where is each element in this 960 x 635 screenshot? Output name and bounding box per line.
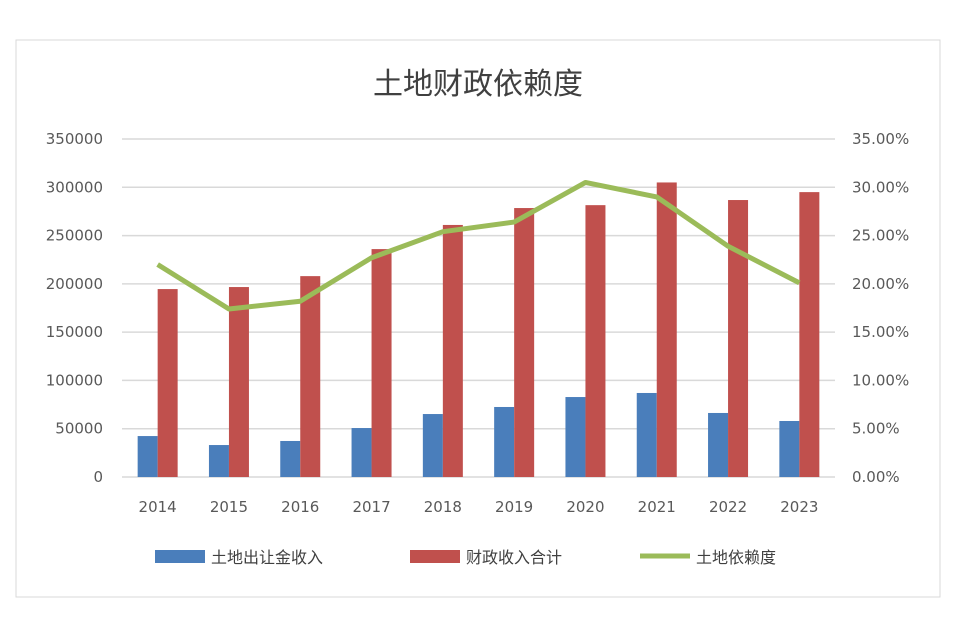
- x-tick-label: 2020: [566, 498, 604, 516]
- y2-tick-label: 15.00%: [852, 323, 909, 341]
- legend-label: 土地依赖度: [696, 548, 776, 567]
- y-tick-label: 0: [93, 468, 103, 486]
- bar-land-2017: [351, 428, 372, 477]
- legend-swatch: [155, 550, 205, 563]
- bar-fiscal-2015: [228, 287, 249, 477]
- bar-land-2021: [636, 392, 657, 477]
- x-tick-label: 2016: [281, 498, 319, 516]
- y-tick-label: 300000: [46, 178, 103, 196]
- y2-tick-label: 35.00%: [852, 130, 909, 148]
- y2-tick-label: 10.00%: [852, 371, 909, 389]
- legend-item: 土地出让金收入: [155, 548, 323, 567]
- x-tick-label: 2014: [139, 498, 177, 516]
- y2-tick-label: 20.00%: [852, 275, 909, 293]
- bar-fiscal-2021: [656, 182, 677, 477]
- y2-tick-label: 0.00%: [852, 468, 900, 486]
- x-tick-label: 2021: [638, 498, 676, 516]
- y2-tick-label: 25.00%: [852, 227, 909, 245]
- chart-title: 土地财政依赖度: [373, 67, 583, 102]
- line-dependency: [156, 179, 801, 312]
- bar-fiscal-2019: [514, 208, 535, 477]
- bar-land-2020: [565, 397, 586, 477]
- x-tick-label: 2015: [210, 498, 248, 516]
- bar-fiscal-2023: [799, 192, 820, 477]
- x-tick-label: 2019: [495, 498, 533, 516]
- x-tick-label: 2018: [424, 498, 462, 516]
- legend-item: 财政收入合计: [410, 548, 562, 567]
- bar-fiscal-2017: [371, 249, 392, 477]
- bar-land-2018: [422, 414, 443, 477]
- y-tick-label: 50000: [55, 420, 103, 438]
- bar-fiscal-2022: [728, 200, 749, 477]
- bar-land-2016: [280, 440, 301, 477]
- bar-fiscal-2020: [585, 205, 606, 477]
- legend-label: 土地出让金收入: [211, 548, 323, 567]
- y-tick-label: 350000: [46, 130, 103, 148]
- bar-fiscal-2016: [300, 276, 321, 477]
- bar-land-2019: [494, 406, 515, 477]
- legend-item: 土地依赖度: [640, 548, 776, 567]
- y-tick-label: 150000: [46, 323, 103, 341]
- x-tick-label: 2022: [709, 498, 747, 516]
- bar-land-2015: [208, 445, 229, 477]
- y-tick-label: 200000: [46, 275, 103, 293]
- x-tick-label: 2017: [352, 498, 390, 516]
- bar-fiscal-2014: [157, 289, 178, 477]
- bar-land-2014: [137, 436, 158, 477]
- bar-fiscal-2018: [442, 224, 463, 477]
- bar-land-2023: [779, 420, 800, 477]
- legend-swatch: [410, 550, 460, 563]
- y2-tick-label: 5.00%: [852, 420, 900, 438]
- x-tick-label: 2023: [780, 498, 818, 516]
- legend-label: 财政收入合计: [466, 548, 562, 567]
- y-tick-label: 100000: [46, 371, 103, 389]
- y2-tick-label: 30.00%: [852, 178, 909, 196]
- bar-land-2022: [708, 412, 729, 477]
- y-tick-label: 250000: [46, 227, 103, 245]
